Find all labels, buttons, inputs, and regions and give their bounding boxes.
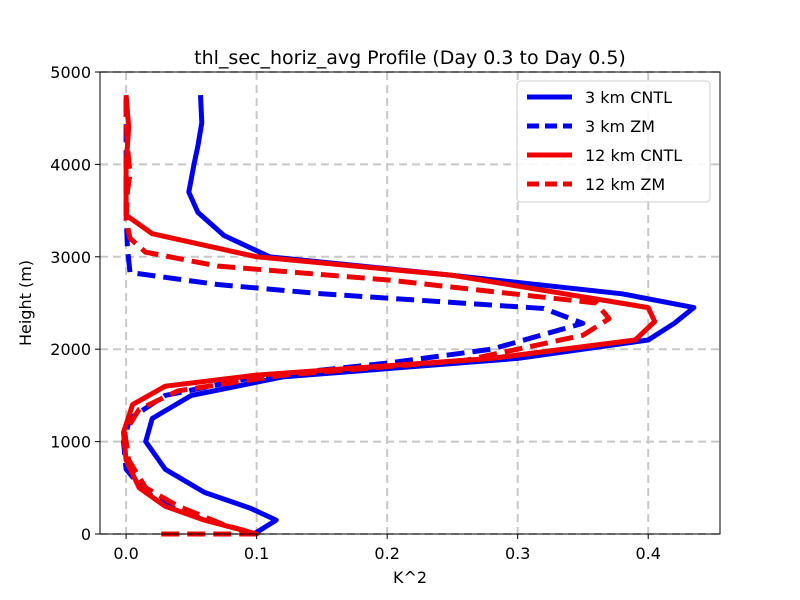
y-tick-label: 2000 <box>50 340 91 359</box>
tick-layer: 0.0 0.1 0.2 0.3 0.4 0 1000 2000 3000 4000 5000 <box>50 63 661 563</box>
legend-box <box>516 80 711 203</box>
series-line-3 <box>122 95 612 537</box>
x-tick-label: 0.2 <box>374 544 399 563</box>
legend-label-3: 12 km ZM <box>585 175 665 194</box>
legend-label-1: 3 km ZM <box>585 117 655 136</box>
x-tick-label: 0.3 <box>505 544 530 563</box>
y-tick-label: 4000 <box>50 155 91 174</box>
x-axis-label: K^2 <box>393 568 427 587</box>
legend-label-0: 3 km CNTL <box>585 88 672 107</box>
series-line-0 <box>143 94 697 537</box>
series-layer <box>121 94 697 537</box>
y-tick-label: 3000 <box>50 248 91 267</box>
series-line-2 <box>121 94 658 537</box>
y-tick-label: 1000 <box>50 433 91 452</box>
y-tick-label: 5000 <box>50 63 91 82</box>
legend: 3 km CNTL 3 km ZM 12 km CNTL 12 km ZM <box>516 80 711 203</box>
chart-title: thl_sec_horiz_avg Profile (Day 0.3 to Da… <box>194 47 626 69</box>
y-axis-label: Height (m) <box>16 260 35 346</box>
x-tick-label: 0.4 <box>635 544 660 563</box>
plot-frame <box>99 71 721 535</box>
x-tick-label: 0.0 <box>113 544 138 563</box>
x-tick-label: 0.1 <box>244 544 269 563</box>
series-line-1 <box>121 95 586 528</box>
y-tick-label: 0 <box>81 525 91 544</box>
legend-label-2: 12 km CNTL <box>585 146 682 165</box>
